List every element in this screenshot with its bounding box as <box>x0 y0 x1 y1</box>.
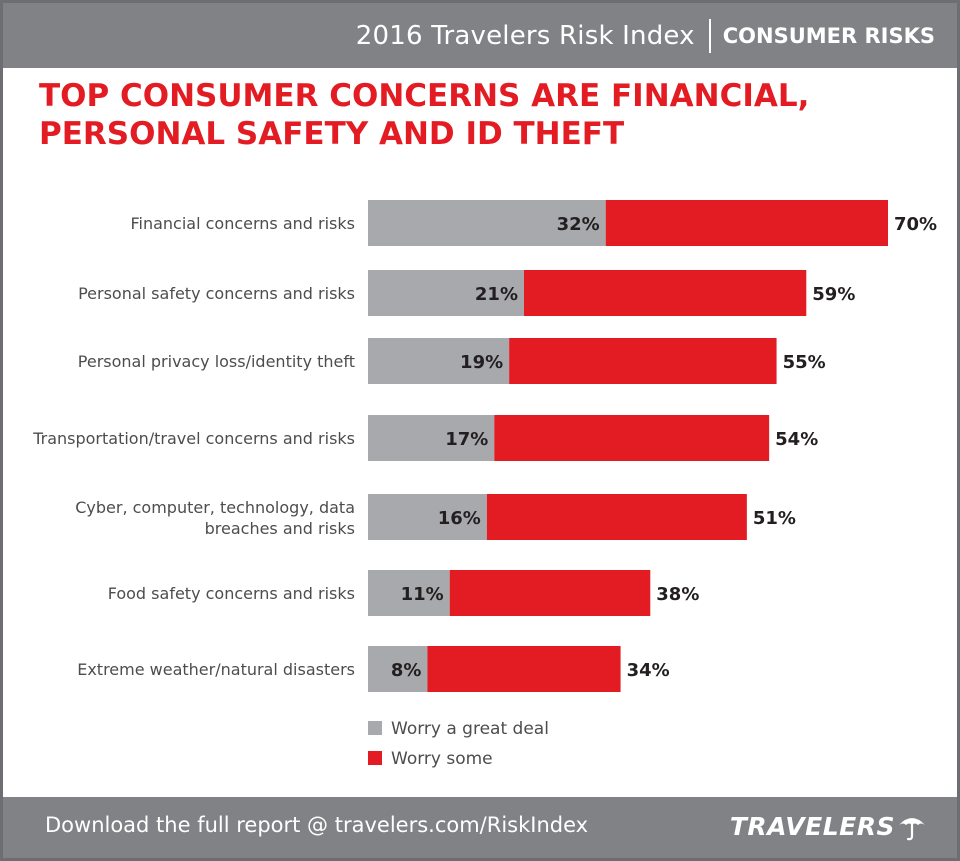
umbrella-icon <box>899 818 925 841</box>
bar-worry-some <box>524 270 807 316</box>
bar-total-label: 38% <box>656 584 699 605</box>
bar-value-label: 32% <box>557 214 600 235</box>
headline: TOP CONSUMER CONCERNS ARE FINANCIAL, PER… <box>39 77 919 153</box>
bar-value-label: 21% <box>475 284 518 305</box>
bar-worry-some <box>605 200 888 246</box>
bar-worry-some <box>449 570 651 616</box>
stacked-bar-chart: Financial concerns and risks 32% 70% Person… <box>32 200 937 769</box>
bar-total-label: 70% <box>894 214 937 235</box>
bar-value-label: 11% <box>401 584 444 605</box>
bar-worry-great-deal <box>368 200 606 246</box>
header-content: 2016 Travelers Risk Index CONSUMER RISKS <box>356 3 935 68</box>
bar-total-label: 51% <box>753 508 796 529</box>
section-label: CONSUMER RISKS <box>722 23 935 48</box>
legend-label: Worry a great deal <box>391 719 549 739</box>
bar-worry-some <box>494 415 770 461</box>
category-label: Transportation/travel concerns and risks <box>32 429 355 448</box>
category-label: Financial concerns and risks <box>130 214 355 233</box>
bar-worry-some <box>486 494 747 540</box>
legend-swatch <box>368 721 382 735</box>
bar-value-label: 8% <box>391 660 422 681</box>
bar-value-label: 17% <box>445 429 488 450</box>
legend-swatch <box>368 751 382 765</box>
bar-total-label: 55% <box>783 352 826 373</box>
bar-total-label: 54% <box>775 429 818 450</box>
category-label: Personal safety concerns and risks <box>78 284 355 303</box>
brand-name: TRAVELERS <box>729 811 895 841</box>
bar-value-label: 16% <box>438 508 481 529</box>
bar-worry-some <box>427 646 621 692</box>
bar-worry-great-deal <box>368 270 524 316</box>
category-label: Extreme weather/natural disasters <box>77 660 355 679</box>
legend-label: Worry some <box>391 749 493 769</box>
headline-line-2: PERSONAL SAFETY AND ID THEFT <box>39 116 625 152</box>
footer-bar: Download the full report @ travelers.com… <box>3 797 957 858</box>
category-label: Food safety concerns and risks <box>108 584 355 603</box>
header-bar: 2016 Travelers Risk Index CONSUMER RISKS <box>3 3 957 68</box>
bar-worry-some <box>509 338 777 384</box>
report-title: 2016 Travelers Risk Index <box>355 20 695 51</box>
bar-worry-great-deal <box>368 646 428 692</box>
bar-worry-great-deal <box>368 570 450 616</box>
bar-worry-great-deal <box>368 494 487 540</box>
headline-line-1: TOP CONSUMER CONCERNS ARE FINANCIAL, <box>39 78 810 114</box>
download-link-text[interactable]: Download the full report @ travelers.com… <box>45 813 589 837</box>
bar-worry-great-deal <box>368 338 510 384</box>
header-divider <box>708 18 711 53</box>
bar-worry-great-deal <box>368 415 495 461</box>
category-label: Cyber, computer, technology, data breache… <box>75 498 355 538</box>
bar-total-label: 59% <box>812 284 855 305</box>
bar-total-label: 34% <box>627 660 670 681</box>
bar-value-label: 19% <box>460 352 503 373</box>
brand-logo: TRAVELERS <box>730 811 927 841</box>
category-label: Personal privacy loss/identity theft <box>78 352 355 371</box>
